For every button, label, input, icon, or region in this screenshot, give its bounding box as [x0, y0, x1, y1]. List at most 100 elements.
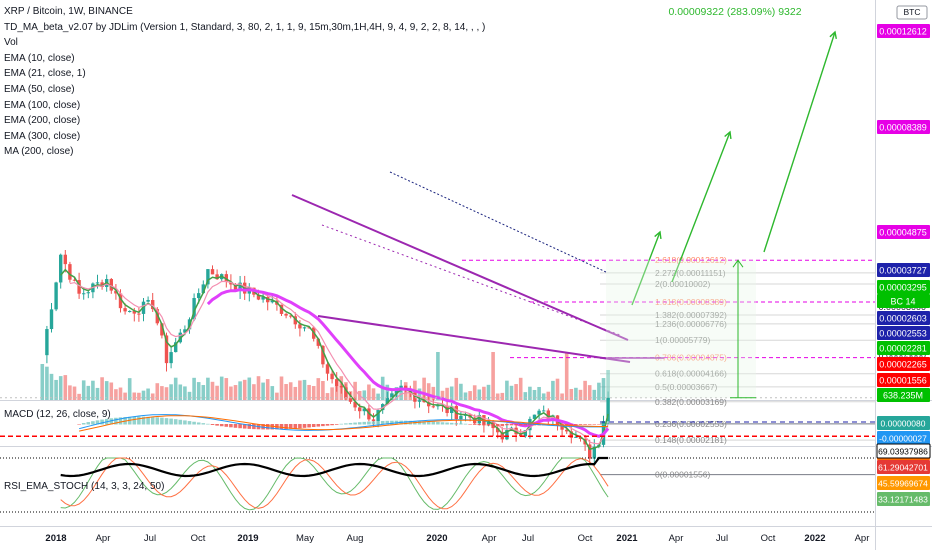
macd-histogram-bar — [339, 423, 344, 425]
macd-histogram-bar — [454, 423, 459, 425]
macd-histogram-bar — [403, 420, 408, 425]
price-tag-label: 0.00002281 — [879, 344, 927, 354]
candle-body — [54, 282, 58, 310]
indicator-ema-100[interactable]: EMA (100, close) — [4, 99, 81, 111]
macd-histogram-bar — [380, 420, 385, 425]
volume-bar — [514, 384, 518, 400]
rsi-ema-line — [60, 456, 609, 478]
candle-body — [302, 327, 307, 329]
volume-bar — [417, 388, 422, 400]
candle-body — [537, 410, 541, 415]
volume-bar — [454, 377, 459, 400]
candle-body — [270, 300, 274, 303]
macd-histogram-bar — [210, 424, 215, 425]
volume-bar — [224, 378, 229, 400]
macd-histogram-bar — [325, 424, 330, 426]
measure-box — [606, 260, 756, 398]
candle-body — [49, 309, 54, 330]
volume-bar — [192, 377, 196, 400]
indicator-ema-21[interactable]: EMA (21, close, 1) — [4, 68, 86, 80]
macd-histogram-bar — [164, 418, 169, 425]
volume-bar — [431, 386, 436, 400]
macd-title[interactable]: MACD (12, 26, close, 9) — [4, 409, 111, 420]
macd-histogram-bar — [224, 424, 229, 427]
candle-body — [514, 427, 518, 435]
candle-body — [82, 293, 86, 295]
macd-histogram-bar — [284, 424, 288, 430]
macd-histogram-bar — [362, 421, 367, 425]
volume-bar — [601, 378, 606, 400]
candle-body — [279, 304, 284, 314]
macd-histogram-bar — [242, 424, 247, 429]
volume-bar — [127, 378, 132, 400]
macd-histogram-bar — [132, 416, 137, 425]
candle-body — [574, 436, 578, 438]
indicator-vol[interactable]: Vol — [4, 37, 18, 49]
volume-bar — [311, 386, 316, 400]
indicator-ema-200[interactable]: EMA (200, close) — [4, 115, 81, 127]
x-tick-label: Oct — [191, 533, 206, 544]
fib-level-label: 0(0.00001556) — [655, 470, 710, 480]
macd-histogram-bar — [150, 416, 155, 425]
macd-histogram-bar — [215, 424, 219, 426]
macd-histogram-bar — [307, 424, 311, 428]
candle-body — [394, 389, 399, 394]
volume-bar — [330, 387, 334, 400]
candle-body — [307, 327, 311, 329]
macd-histogram-bar — [426, 421, 431, 425]
macd-histogram-bar — [482, 424, 486, 426]
volume-bar — [491, 352, 495, 400]
volume-bar — [100, 377, 104, 400]
macd-histogram-bar — [574, 424, 578, 425]
candle-body — [284, 313, 288, 316]
price-tag-label: 0.00004875 — [879, 228, 927, 238]
symbol-title[interactable]: XRP / Bitcoin, 1W, BINANCE — [4, 6, 133, 17]
macd-histogram-bar — [330, 424, 334, 426]
projection-arrow-head — [654, 230, 662, 240]
volume-bar — [68, 385, 72, 400]
candle-body — [86, 292, 90, 294]
macd-histogram-bar — [353, 422, 357, 425]
macd-group — [77, 414, 610, 432]
volume-bar — [505, 380, 509, 400]
candle-body — [174, 342, 178, 353]
indicator-ema-300[interactable]: EMA (300, close) — [4, 130, 81, 142]
wedge-lower-line — [317, 315, 631, 363]
rsi-title[interactable]: RSI_EMA_STOCH (14, 3, 3, 24, 50) — [4, 481, 165, 492]
candle-body — [45, 329, 49, 356]
macd-histogram-bar — [357, 422, 362, 425]
x-tick-label: 2021 — [616, 533, 638, 544]
candle-body — [422, 400, 426, 403]
indicator-ema-10[interactable]: EMA (10, close) — [4, 52, 75, 64]
price-tags: 0.00012612 0.00008389 0.00004875 0.00003727… — [876, 24, 931, 506]
drawings-group: 0.00009322 (283.09%) 9322 — [0, 6, 875, 437]
volume-bar — [137, 392, 141, 400]
indicator-td-ma[interactable]: TD_MA_beta_v2.07 by JDLim (Version 1, St… — [4, 21, 486, 33]
indicator-ma-200[interactable]: MA (200, close) — [4, 146, 74, 158]
candle-body — [335, 379, 339, 387]
candle-body — [183, 329, 187, 333]
volume-bar — [592, 389, 597, 400]
volume-bar — [509, 385, 514, 400]
macd-histogram-bar — [445, 422, 449, 425]
candle-body — [519, 434, 523, 437]
macd-histogram-bar — [77, 424, 81, 425]
indicator-ema-50[interactable]: EMA (50, close) — [4, 83, 75, 95]
price-tag — [877, 225, 930, 239]
x-tick-label: Jul — [716, 533, 728, 544]
volume-bar — [123, 392, 127, 400]
macd-histogram-bar — [417, 421, 422, 425]
volume-bar — [298, 380, 302, 400]
fib-level-label: 0.148(0.00002181) — [655, 435, 727, 445]
currency-label: BTC — [904, 7, 921, 17]
macd-histogram-bar — [160, 417, 164, 425]
candle-body — [72, 279, 77, 281]
volume-bar — [426, 383, 431, 400]
macd-histogram-bar — [316, 424, 321, 427]
volume-bar — [459, 383, 463, 400]
price-tag — [877, 326, 930, 340]
candle-body — [431, 406, 435, 408]
rsi-value-label: 69.03937986 — [878, 447, 928, 457]
